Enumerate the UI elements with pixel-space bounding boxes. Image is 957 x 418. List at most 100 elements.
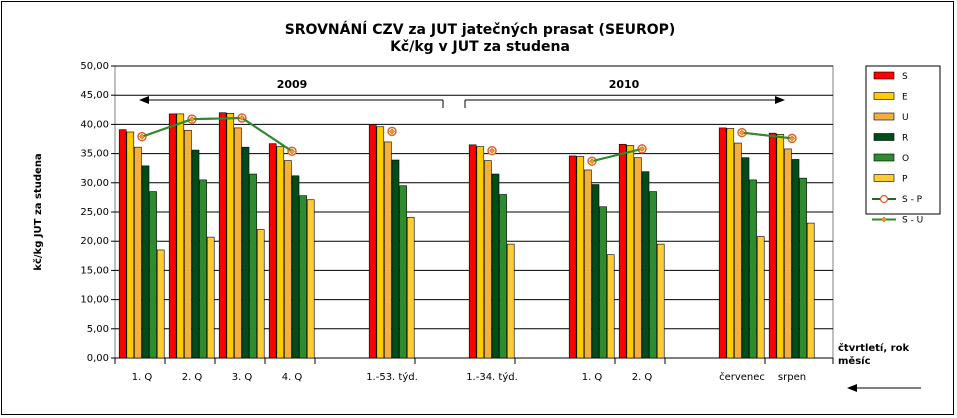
point-SU-5 bbox=[489, 147, 495, 154]
legend-label: P bbox=[902, 175, 908, 185]
point-SU-8 bbox=[739, 129, 745, 136]
bar-O-7 bbox=[649, 191, 657, 359]
x-tick-label: červenec bbox=[719, 371, 765, 383]
year-label: 2009 bbox=[277, 78, 308, 91]
line-S-U bbox=[141, 116, 293, 153]
point-SU-6 bbox=[589, 158, 595, 165]
x-tick-label: 2. Q bbox=[182, 372, 203, 383]
bar-R-5 bbox=[491, 173, 500, 359]
bar-O-6 bbox=[599, 206, 607, 359]
legend-swatch-S bbox=[873, 71, 895, 80]
bar-S-0 bbox=[118, 129, 127, 359]
point-SU-2 bbox=[239, 115, 245, 121]
point-SU-7 bbox=[639, 146, 645, 152]
bar-E-3 bbox=[276, 146, 285, 359]
y-tick-label: 50,00 bbox=[80, 61, 109, 72]
bar-P-7 bbox=[656, 243, 665, 359]
point-SU-1 bbox=[189, 116, 195, 123]
bar-R-9 bbox=[791, 159, 800, 359]
y-tick-label: 40,00 bbox=[80, 119, 109, 130]
bar-E-7 bbox=[626, 145, 635, 359]
bar-E-0 bbox=[126, 131, 135, 359]
bar-E-8 bbox=[726, 128, 735, 359]
bar-R-4 bbox=[391, 159, 400, 359]
bar-S-7 bbox=[618, 143, 627, 359]
bar-R-8 bbox=[741, 157, 750, 359]
bar-U-2 bbox=[234, 127, 242, 359]
bar-E-9 bbox=[776, 134, 785, 359]
bar-U-6 bbox=[584, 169, 592, 359]
point-SU-3 bbox=[289, 148, 295, 155]
line-S-U bbox=[741, 131, 793, 140]
bar-E-2 bbox=[226, 113, 235, 359]
bar-U-7 bbox=[634, 157, 642, 359]
bar-R-1 bbox=[191, 149, 200, 359]
bar-P-3 bbox=[306, 199, 315, 359]
arrow-left-icon bbox=[139, 96, 149, 104]
y-tick-label: 45,00 bbox=[80, 90, 109, 101]
point-SU-0 bbox=[139, 133, 145, 140]
y-tick-label: 15,00 bbox=[80, 265, 109, 276]
bar-S-1 bbox=[168, 113, 177, 359]
x-tick-label: 1.-53. týd. bbox=[366, 371, 418, 383]
y-tick-label: 5,00 bbox=[87, 324, 109, 335]
left-arrow-icon bbox=[847, 384, 921, 392]
chart-subtitle: Kč/kg v JUT za studena bbox=[390, 39, 570, 55]
bar-O-3 bbox=[299, 195, 307, 359]
line-series bbox=[137, 113, 797, 166]
bar-O-1 bbox=[199, 179, 207, 359]
x-axis-label-line1: čtvrtletí, rok bbox=[838, 342, 909, 354]
bar-U-8 bbox=[734, 142, 742, 359]
bar-O-8 bbox=[749, 179, 757, 359]
x-axis-label-line2: měsíc bbox=[838, 355, 871, 367]
bar-P-5 bbox=[506, 243, 515, 359]
legend-swatch-E bbox=[873, 92, 895, 100]
bar-R-0 bbox=[141, 165, 150, 359]
bar-O-9 bbox=[799, 177, 807, 359]
x-tick-label: 1. Q bbox=[582, 372, 603, 383]
bar-R-6 bbox=[591, 184, 600, 359]
bar-E-1 bbox=[176, 113, 185, 359]
bar-O-2 bbox=[249, 173, 257, 359]
legend-label: S - P bbox=[902, 195, 923, 205]
bar-P-9 bbox=[806, 222, 815, 359]
y-tick-label: 0,00 bbox=[87, 353, 109, 364]
bar-O-4 bbox=[399, 185, 407, 359]
legend-label: S bbox=[902, 72, 908, 82]
bar-P-0 bbox=[156, 249, 165, 359]
bar-U-9 bbox=[784, 148, 792, 359]
bars bbox=[118, 112, 815, 359]
bar-S-3 bbox=[268, 143, 277, 359]
bar-P-4 bbox=[406, 216, 415, 359]
bar-P-2 bbox=[256, 229, 265, 359]
legend-swatch-O bbox=[873, 153, 895, 162]
bar-S-5 bbox=[468, 144, 477, 359]
legend-label: S - U bbox=[902, 216, 923, 226]
bar-U-3 bbox=[284, 160, 292, 359]
bar-S-4 bbox=[368, 124, 377, 359]
arrow-right-icon bbox=[775, 96, 785, 104]
year-annotations: 2009 2010 bbox=[139, 78, 785, 108]
y-tick-label: 30,00 bbox=[80, 178, 109, 189]
bar-P-8 bbox=[756, 236, 765, 359]
legend-marker-circle bbox=[879, 194, 889, 204]
bar-R-7 bbox=[641, 171, 650, 359]
bar-R-2 bbox=[241, 146, 250, 359]
y-tick-label: 25,00 bbox=[80, 207, 109, 218]
bar-U-1 bbox=[184, 129, 192, 359]
y-axis-label: kč/kg JUT za studena bbox=[32, 153, 44, 270]
bar-U-5 bbox=[484, 160, 492, 359]
bar-P-6 bbox=[606, 254, 615, 359]
legend-entries: S EU RO P S - P S - U bbox=[872, 71, 923, 226]
legend-swatch-R bbox=[873, 133, 895, 141]
x-tick-label: 4. Q bbox=[282, 372, 303, 383]
legend-swatch-U bbox=[873, 112, 895, 121]
y-axis-ticks: 0,00 5,00 10,00 15,00 20,00 25,00 30,00 35,00 40… bbox=[80, 61, 109, 364]
bar-O-0 bbox=[149, 191, 157, 359]
legend-label: R bbox=[902, 134, 908, 144]
legend-label: O bbox=[902, 154, 909, 164]
bar-E-5 bbox=[476, 146, 485, 359]
bar-S-6 bbox=[568, 155, 577, 359]
bar-U-4 bbox=[384, 141, 392, 359]
